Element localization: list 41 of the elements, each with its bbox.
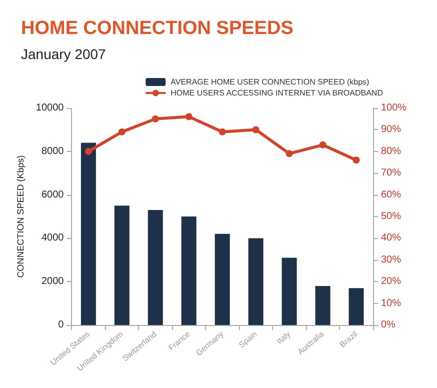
- y-tick-label: 4000: [41, 232, 64, 244]
- y2-tick-label: 40%: [381, 232, 402, 244]
- y-tick-label: 6000: [41, 189, 64, 200]
- y2-tick-label: 20%: [381, 276, 402, 288]
- point: [84, 148, 92, 155]
- point: [286, 150, 293, 158]
- point: [152, 115, 159, 122]
- point: [218, 128, 226, 136]
- y2-tick-label: 30%: [381, 254, 402, 266]
- y2-tick-label: 80%: [381, 146, 402, 157]
- y2-tick-label: 70%: [381, 168, 402, 179]
- bar: [181, 216, 196, 325]
- y2-tick-label: 100%: [381, 102, 407, 114]
- y2-tick-label: 10%: [381, 298, 402, 309]
- bar: [114, 206, 130, 325]
- y2-tick-label: 50%: [381, 211, 402, 222]
- y2-tick-label: 60%: [381, 189, 402, 200]
- point: [185, 113, 192, 120]
- y-tick-label: 0: [58, 320, 64, 330]
- bar: [80, 142, 96, 325]
- chart-title: HOME CONNECTION SPEEDS: [21, 18, 294, 39]
- legend-label: HOME USERS ACCESSING INTERNET VIA BROADBAND: [170, 88, 384, 98]
- bar: [315, 286, 330, 325]
- y-tick-label: 10000: [36, 102, 64, 114]
- bar: [148, 210, 163, 325]
- point: [118, 128, 126, 136]
- y-tick-label: 2000: [41, 276, 64, 288]
- bar: [214, 234, 230, 325]
- chart-subtitle: January 2007: [21, 46, 106, 62]
- x-tick-label: Italy: [275, 330, 292, 346]
- y-axis-title: CONNECTION SPEED (Kbps): [16, 155, 26, 278]
- legend-label: AVERAGE HOME USER CONNECTION SPEED (kbps): [170, 78, 370, 86]
- y2-tick-label: 0%: [381, 320, 396, 330]
- y2-tick-label: 90%: [381, 124, 402, 136]
- bar: [282, 258, 297, 325]
- point: [252, 126, 260, 134]
- point: [319, 141, 326, 148]
- point: [352, 156, 360, 164]
- bar: [348, 288, 364, 325]
- y-tick-label: 8000: [41, 146, 64, 157]
- bar: [248, 238, 264, 325]
